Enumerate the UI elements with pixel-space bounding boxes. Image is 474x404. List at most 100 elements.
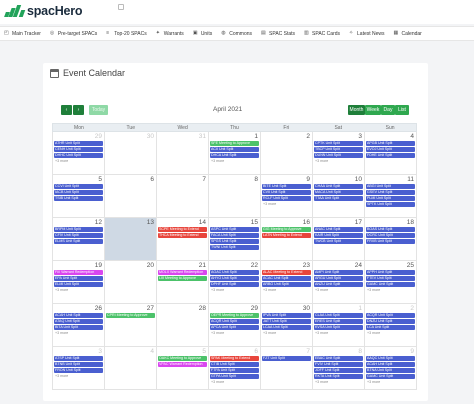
more-events-link[interactable]: +3 more xyxy=(315,380,329,384)
calendar-event[interactable]: CTIB Unit Split xyxy=(210,362,259,367)
calendar-event[interactable]: ATAQ Unit Split xyxy=(54,319,103,324)
calendar-event[interactable]: KAIR Unit Split xyxy=(314,233,363,238)
calendar-event[interactable]: OAKC Meeting to Approve xyxy=(158,356,207,361)
calendar-event[interactable]: ACQR Unit Split xyxy=(210,319,259,324)
day-cell[interactable]: 26 ACAH Unit Split ATAQ Unit Split BITA Uni… xyxy=(53,304,105,347)
calendar-event[interactable]: AGAC Unit Split xyxy=(210,270,259,275)
calendar-event[interactable]: ARBG Unit Split xyxy=(262,282,311,287)
day-cell[interactable]: 6 SPAK Meeting to Extend CTIB Unit Split FT… xyxy=(209,347,261,390)
more-events-link[interactable]: +3 more xyxy=(367,380,381,384)
day-cell[interactable]: 27 CPRI Meeting to Approve xyxy=(105,304,157,347)
more-events-link[interactable]: +3 more xyxy=(211,380,225,384)
calendar-event[interactable]: CVII Unit Split xyxy=(262,190,311,195)
calendar-event[interactable]: TSIB Unit Split xyxy=(54,196,103,201)
more-events-link[interactable]: +3 more xyxy=(211,288,225,292)
calendar-event[interactable]: RCLF Unit Split xyxy=(262,196,311,201)
calendar-event[interactable]: ELMI Unit Split xyxy=(54,282,103,287)
calendar-event[interactable]: FTEV Unit Split xyxy=(366,276,415,281)
day-cell[interactable]: 30 xyxy=(105,132,157,175)
nav-item-top-20-spacs[interactable]: ≡ Top-20 SPACs xyxy=(106,31,146,37)
day-cell[interactable]: 15 ASPC Unit Split FACA Unit Split SPGS Uni… xyxy=(209,218,261,261)
day-number[interactable]: 26 xyxy=(94,305,102,312)
day-number[interactable]: 25 xyxy=(406,262,414,269)
day-cell[interactable]: 28 xyxy=(157,304,209,347)
nav-item-calendar[interactable]: ▦ Calendar xyxy=(394,31,422,37)
calendar-event[interactable]: GSEV Unit Split xyxy=(366,190,415,195)
calendar-event[interactable]: FRXB Unit Split xyxy=(366,239,415,244)
more-events-link[interactable]: +3 more xyxy=(315,288,329,292)
calendar-event[interactable]: AAQC Unit Split xyxy=(366,356,415,361)
calendar-event[interactable]: LIII Meeting to Approve xyxy=(158,276,207,281)
calendar-event[interactable]: APCA Unit Split xyxy=(210,325,259,330)
day-number[interactable]: 15 xyxy=(250,219,258,226)
calendar-event[interactable]: CCVI Unit Split xyxy=(54,184,103,189)
calendar-event[interactable]: TTAA Unit Split xyxy=(314,196,363,201)
day-cell[interactable]: 5 OAKC Meeting to Approve VPAC Warrant Red… xyxy=(157,347,209,390)
day-number[interactable]: 7 xyxy=(202,176,206,183)
day-cell[interactable]: 29 OEPR Meeting to Approve ACQR Unit Split… xyxy=(209,304,261,347)
day-cell[interactable]: 3 CPTK Unit Split TBCP Unit Split DUNN Unit… xyxy=(313,132,365,175)
calendar-event[interactable]: DNZU Unit Split xyxy=(366,319,415,324)
day-cell[interactable]: 7 FZT Unit Split xyxy=(261,347,313,390)
calendar-event[interactable]: FVIV Unit Split xyxy=(314,362,363,367)
day-number[interactable]: 20 xyxy=(146,262,154,269)
calendar-event[interactable]: BTNB Unit Split xyxy=(54,362,103,367)
day-number[interactable]: 11 xyxy=(407,176,414,183)
day-number[interactable]: 2 xyxy=(410,305,414,312)
calendar-event[interactable]: SPGS Unit Split xyxy=(210,239,259,244)
day-number[interactable]: 2 xyxy=(306,133,310,140)
day-cell[interactable]: 1 SFE Meeting to Approve ACII Unit Split DH… xyxy=(209,132,261,175)
calendar-event[interactable]: EBAC Unit Split xyxy=(314,356,363,361)
day-cell[interactable]: 1 CLAA Unit Split ERES Unit Split KVSA Unit… xyxy=(313,304,365,347)
calendar-event[interactable]: VPAC Warrant Redemption xyxy=(158,362,207,367)
day-cell[interactable]: 30 IPVA Unit Split JATT Unit Split LCAA Uni… xyxy=(261,304,313,347)
calendar-event[interactable]: GIG Meeting to Approve xyxy=(262,227,311,232)
calendar-event[interactable]: ACQR Unit Split xyxy=(366,313,415,318)
calendar-event[interactable]: CPRI Meeting to Approve xyxy=(106,313,155,318)
calendar-event[interactable]: SCPE Meeting to Extend xyxy=(158,227,207,232)
day-number[interactable]: 27 xyxy=(146,305,154,312)
day-cell[interactable]: 19 FIII Warrant Redemption EPA Unit Split E… xyxy=(53,261,105,304)
day-cell[interactable]: 21 MOLX Warrant Redemption LIII Meeting to… xyxy=(157,261,209,304)
calendar-event[interactable]: GTPA Unit Split xyxy=(210,374,259,379)
calendar-event[interactable]: DPHF Unit Split xyxy=(210,282,259,287)
calendar-event[interactable]: OEPR Meeting to Approve xyxy=(210,313,259,318)
day-cell[interactable]: 25 APPH Unit Split FTEV Unit Split GAMC Uni… xyxy=(365,261,417,304)
day-cell[interactable]: 31 xyxy=(157,132,209,175)
calendar-event[interactable]: DHCA Unit Split xyxy=(210,153,259,158)
day-cell[interactable]: 4 APGB Unit Split EVOJ Unit Split FDHE Unit… xyxy=(365,132,417,175)
day-cell[interactable]: 14 SCPE Meeting to Extend THCA Meeting to … xyxy=(157,218,209,261)
day-number[interactable]: 5 xyxy=(202,348,206,355)
more-events-link[interactable]: +3 more xyxy=(211,331,225,335)
calendar-event[interactable]: FRON Unit Split xyxy=(54,368,103,373)
calendar-event[interactable]: LCAA Unit Split xyxy=(262,325,311,330)
list-view-button[interactable]: List xyxy=(395,105,409,115)
calendar-event[interactable]: BITE Unit Split xyxy=(262,184,311,189)
calendar-event[interactable]: FTPA Unit Split xyxy=(210,368,259,373)
calendar-event[interactable]: ACII Unit Split xyxy=(210,147,259,152)
day-number[interactable]: 10 xyxy=(354,176,362,183)
calendar-event[interactable]: THCA Meeting to Extend xyxy=(158,233,207,238)
day-number[interactable]: 16 xyxy=(302,219,310,226)
calendar-event[interactable]: SPAK Meeting to Extend xyxy=(210,356,259,361)
calendar-event[interactable]: PLMI Unit Split xyxy=(366,196,415,201)
calendar-event[interactable]: EVOJ Unit Split xyxy=(366,147,415,152)
calendar-event[interactable]: RKTA Unit Split xyxy=(314,374,363,379)
calendar-event[interactable]: TWNI Unit Split xyxy=(210,245,259,250)
day-number[interactable]: 18 xyxy=(406,219,414,226)
day-number[interactable]: 4 xyxy=(410,133,414,140)
day-cell[interactable]: 8 xyxy=(209,175,261,218)
more-events-link[interactable]: +3 more xyxy=(55,288,69,292)
prev-month-button[interactable]: ‹ xyxy=(61,105,72,115)
calendar-event[interactable]: APGB Unit Split xyxy=(366,141,415,146)
day-number[interactable]: 21 xyxy=(198,262,206,269)
calendar-event[interactable]: FACA Unit Split xyxy=(210,233,259,238)
calendar-event[interactable]: IPVA Unit Split xyxy=(262,313,311,318)
day-number[interactable]: 4 xyxy=(150,348,154,355)
calendar-event[interactable]: ALAC Meeting to Extend xyxy=(262,270,311,275)
day-number[interactable]: 19 xyxy=(94,262,102,269)
calendar-event[interactable]: GAMC Unit Split xyxy=(366,282,415,287)
day-number[interactable]: 8 xyxy=(254,176,258,183)
calendar-event[interactable]: ACAH Unit Split xyxy=(54,313,103,318)
day-number[interactable]: 6 xyxy=(254,348,258,355)
